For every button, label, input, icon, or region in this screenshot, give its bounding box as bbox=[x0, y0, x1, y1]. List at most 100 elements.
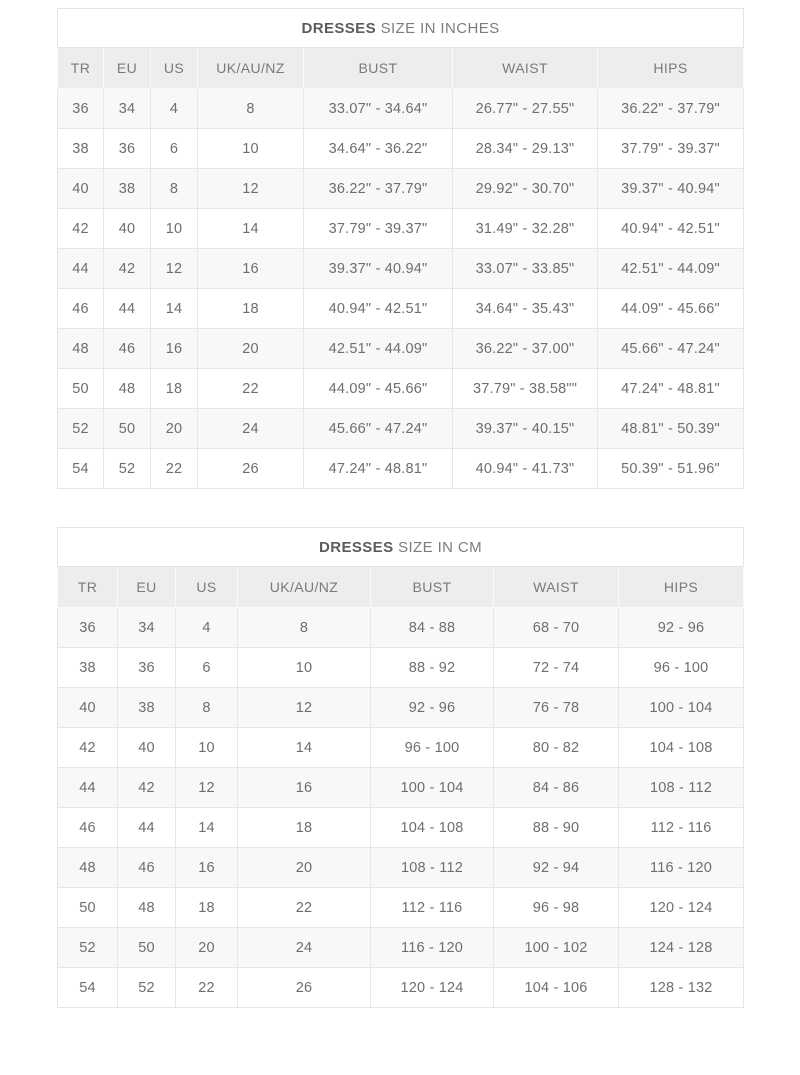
table-cell: 45.66" - 47.24" bbox=[597, 328, 744, 369]
table-cell: 26.77" - 27.55" bbox=[452, 88, 598, 129]
table-cell: 40 bbox=[103, 208, 151, 249]
table-cell: 44 bbox=[103, 288, 151, 329]
table-cell: 88 - 92 bbox=[370, 647, 494, 688]
table-title: DRESSES SIZE IN CM bbox=[56, 527, 745, 567]
table-body: 36 34 4 8 33.07" - 34.64" 26.77" - 27.55" 36.2… bbox=[57, 88, 744, 489]
table-cell: 39.37" - 40.94" bbox=[597, 168, 744, 209]
table-cell: 38 bbox=[117, 687, 176, 728]
table-title-product: DRESSES bbox=[318, 538, 394, 556]
table-cell: 12 bbox=[175, 767, 238, 808]
table-cell: 84 - 88 bbox=[370, 607, 494, 648]
table-cell: 40.94" - 41.73" bbox=[452, 448, 598, 489]
table-cell: 40.94" - 42.51" bbox=[597, 208, 744, 249]
table-cell: 10 bbox=[237, 647, 371, 688]
table-cell: 38 bbox=[57, 647, 118, 688]
table-cell: 42 bbox=[117, 767, 176, 808]
table-cell: 40 bbox=[57, 687, 118, 728]
table-cell: 50 bbox=[57, 887, 118, 928]
table-cell: 16 bbox=[175, 847, 238, 888]
table-cell: 8 bbox=[150, 168, 198, 209]
table-cell: 4 bbox=[150, 88, 198, 129]
table-cell: 18 bbox=[197, 288, 304, 329]
table-cell: 20 bbox=[197, 328, 304, 369]
table-cell: 44.09" - 45.66" bbox=[597, 288, 744, 329]
table-cell: 68 - 70 bbox=[493, 607, 619, 648]
table-cell: 34 bbox=[103, 88, 151, 129]
table-cell: 42 bbox=[103, 248, 151, 289]
table-cell: 18 bbox=[175, 887, 238, 928]
column-header-uk-au-nz: UK/AU/NZ bbox=[237, 566, 371, 608]
table-cell: 44 bbox=[117, 807, 176, 848]
column-header-eu: EU bbox=[117, 566, 176, 608]
table-cell: 39.37" - 40.15" bbox=[452, 408, 598, 449]
table-title-unit: SIZE IN INCHES bbox=[380, 19, 500, 37]
table-cell: 100 - 102 bbox=[493, 927, 619, 968]
table-cell: 10 bbox=[197, 128, 304, 169]
table-cell: 47.24" - 48.81" bbox=[303, 448, 453, 489]
table-cell: 92 - 94 bbox=[493, 847, 619, 888]
table-cell: 36 bbox=[57, 607, 118, 648]
table-cell: 92 - 96 bbox=[370, 687, 494, 728]
table-cell: 12 bbox=[150, 248, 198, 289]
table-cell: 6 bbox=[175, 647, 238, 688]
table-cell: 52 bbox=[117, 967, 176, 1008]
table-cell: 40 bbox=[57, 168, 104, 209]
table-cell: 80 - 82 bbox=[493, 727, 619, 768]
size-chart-page: DRESSES SIZE IN INCHES TR EU US UK/AU/NZ… bbox=[0, 8, 800, 1040]
column-header-uk-au-nz: UK/AU/NZ bbox=[197, 47, 304, 89]
table-row: 44 42 12 16 100 - 104 84 - 86 108 - 112 bbox=[57, 767, 745, 808]
table-cell: 18 bbox=[150, 368, 198, 409]
table-cell: 104 - 108 bbox=[370, 807, 494, 848]
table-cell: 12 bbox=[197, 168, 304, 209]
table-row: 44 42 12 16 39.37" - 40.94" 33.07" - 33.85" 42… bbox=[57, 248, 744, 289]
table-cell: 26 bbox=[237, 967, 371, 1008]
table-cell: 96 - 100 bbox=[370, 727, 494, 768]
table-cell: 42 bbox=[57, 727, 118, 768]
table-cell: 52 bbox=[103, 448, 151, 489]
table-cell: 24 bbox=[197, 408, 304, 449]
table-cell: 24 bbox=[237, 927, 371, 968]
table-cell: 92 - 96 bbox=[617, 607, 745, 648]
table-cell: 37.79" - 38.58"" bbox=[452, 368, 598, 409]
table-cell: 39.37" - 40.94" bbox=[303, 248, 453, 289]
table-cell: 34.64" - 35.43" bbox=[452, 288, 598, 329]
table-cell: 14 bbox=[175, 807, 238, 848]
table-row: 48 46 16 20 108 - 112 92 - 94 116 - 120 bbox=[57, 847, 745, 888]
table-cell: 8 bbox=[197, 88, 304, 129]
table-cell: 45.66" - 47.24" bbox=[303, 408, 453, 449]
table-cell: 52 bbox=[57, 408, 104, 449]
table-cell: 42.51" - 44.09" bbox=[303, 328, 453, 369]
table-cell: 16 bbox=[150, 328, 198, 369]
table-title-unit: SIZE IN CM bbox=[398, 538, 483, 556]
column-header-bust: BUST bbox=[303, 47, 453, 89]
table-cell: 36.22" - 37.79" bbox=[303, 168, 453, 209]
table-cell: 34.64" - 36.22" bbox=[303, 128, 453, 169]
column-header-hips: HIPS bbox=[597, 47, 744, 89]
table-cell: 40 bbox=[117, 727, 176, 768]
column-header-us: US bbox=[150, 47, 198, 89]
table-cell: 36.22" - 37.79" bbox=[597, 88, 744, 129]
table-cell: 112 - 116 bbox=[370, 887, 494, 928]
table-cell: 100 - 104 bbox=[617, 687, 745, 728]
table-cell: 48 bbox=[57, 847, 118, 888]
table-cell: 10 bbox=[150, 208, 198, 249]
table-cell: 16 bbox=[237, 767, 371, 808]
table-cell: 26 bbox=[197, 448, 304, 489]
table-body: 36 34 4 8 84 - 88 68 - 70 92 - 96 38 36 6 10 88 - 9… bbox=[57, 607, 745, 1008]
table-cell: 116 - 120 bbox=[617, 847, 745, 888]
table-cell: 36 bbox=[117, 647, 176, 688]
table-cell: 120 - 124 bbox=[370, 967, 494, 1008]
table-cell: 14 bbox=[237, 727, 371, 768]
table-row: 36 34 4 8 84 - 88 68 - 70 92 - 96 bbox=[57, 607, 745, 648]
table-cell: 10 bbox=[175, 727, 238, 768]
table-cell: 50.39" - 51.96" bbox=[597, 448, 744, 489]
table-cell: 29.92" - 30.70" bbox=[452, 168, 598, 209]
table-cell: 128 - 132 bbox=[617, 967, 745, 1008]
table-cell: 22 bbox=[237, 887, 371, 928]
table-cell: 46 bbox=[57, 288, 104, 329]
table-cell: 37.79" - 39.37" bbox=[303, 208, 453, 249]
table-cell: 44 bbox=[57, 248, 104, 289]
table-cell: 48 bbox=[57, 328, 104, 369]
table-cell: 50 bbox=[117, 927, 176, 968]
table-cell: 8 bbox=[175, 687, 238, 728]
